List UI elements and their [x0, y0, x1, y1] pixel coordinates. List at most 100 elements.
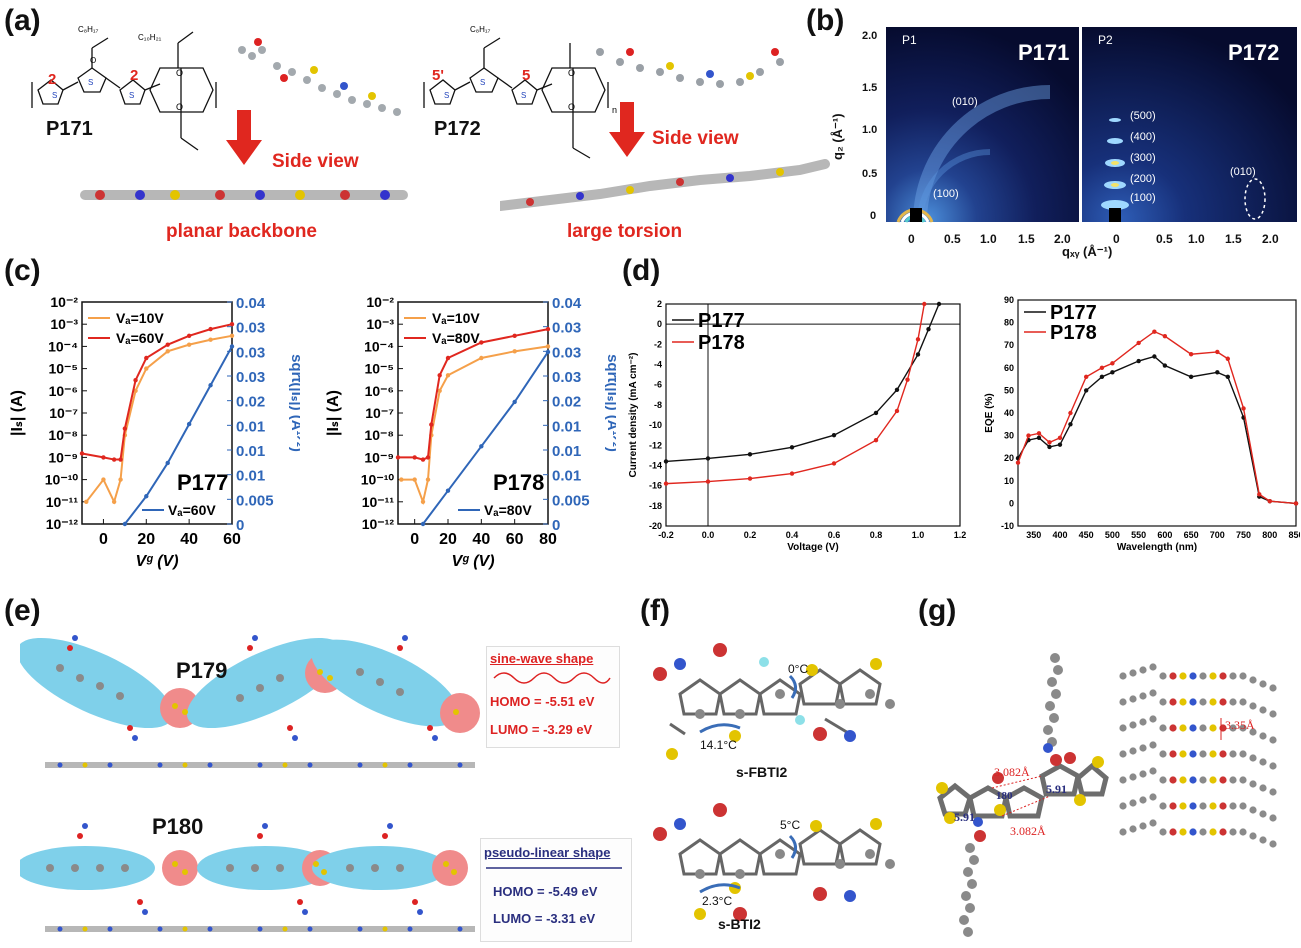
atom: [1189, 776, 1197, 784]
x-axis-label: Wavelength (nm): [1117, 542, 1197, 553]
data-point: [420, 457, 426, 462]
data-point: [101, 477, 106, 482]
atom: [1129, 695, 1137, 703]
y-axis-label: Current density (mA cm⁻²): [628, 353, 639, 478]
atom: [1179, 672, 1187, 680]
y2-tick-label: 0.03: [552, 344, 581, 361]
data-point: [1068, 422, 1073, 427]
data-point: [208, 337, 213, 342]
y-tick-label: 0: [657, 319, 662, 329]
atom: [1119, 750, 1127, 758]
atom: [1209, 828, 1217, 836]
data-point: [1225, 356, 1231, 361]
data-point: [229, 344, 235, 349]
panel-c: (c) 10⁻² 10⁻³ 10⁻⁴ 10⁻⁵ 10⁻⁶ 10⁻⁷ 10⁻⁸ 10⁻⁹ 10⁻¹…: [0, 248, 620, 588]
atom: [1209, 750, 1217, 758]
data-point: [1293, 501, 1299, 506]
distance-label: 3.082Å: [994, 765, 1030, 779]
data-point: [111, 499, 117, 504]
data-point: [915, 352, 921, 357]
atom: [1139, 718, 1147, 726]
atom: [1249, 806, 1257, 814]
sine-shape-label: sine-wave shape: [490, 651, 594, 666]
atom: [1229, 750, 1237, 758]
data-point: [545, 349, 551, 355]
svg-text:n: n: [612, 105, 617, 115]
panel-a: (a) 2 2 S S S O O O C₁₀H₂₁ C₈H₁₇ P171: [0, 0, 830, 250]
data-point: [399, 477, 404, 482]
svg-text:O: O: [176, 102, 183, 112]
atom: [1139, 770, 1147, 778]
data-point: [420, 499, 426, 504]
y2-axis-label: sqrt(|Iₛ|) (A¹ᐟ²): [604, 354, 616, 452]
pos-label: 2: [130, 67, 138, 84]
peak-label: (400): [1130, 131, 1156, 143]
data-point: [1110, 370, 1115, 375]
data-point: [479, 355, 484, 361]
data-point: [84, 499, 89, 504]
qxy-tick: 0.5: [1156, 232, 1173, 246]
data-point: [1015, 460, 1021, 465]
atom: [1239, 750, 1247, 758]
atom: [1129, 825, 1137, 833]
atom: [1219, 750, 1227, 758]
data-point: [705, 479, 711, 484]
p179-model: [20, 635, 480, 768]
data-point: [512, 333, 517, 339]
y-tick-label: 10⁻⁹: [364, 449, 394, 465]
y2-tick-label: 0.04: [552, 295, 582, 312]
y2-tick-label: 0.01: [552, 443, 581, 460]
svg-text:O: O: [176, 68, 183, 78]
data-point: [445, 355, 451, 361]
y-tick-label: 10⁻²: [366, 294, 394, 310]
y-tick-label: 10⁻⁴: [364, 338, 394, 354]
y-tick-label: 20: [1004, 453, 1014, 463]
title-p172: P172: [1228, 40, 1280, 65]
atom: [1159, 672, 1167, 680]
panel-label-d: (d): [622, 254, 661, 287]
y-tick-label: -10: [1001, 521, 1014, 531]
data-point: [144, 355, 149, 361]
device-label: P177: [177, 470, 228, 495]
data-point: [1036, 435, 1042, 441]
qxy-tick: 2.0: [1262, 232, 1279, 246]
device-label: P178: [493, 470, 544, 495]
data-point: [512, 349, 517, 354]
atom: [1189, 750, 1197, 758]
y-tick-label: 2: [657, 299, 662, 309]
atom: [1229, 802, 1237, 810]
atom: [1229, 724, 1237, 732]
y2-tick-label: 0.01: [236, 443, 265, 460]
x-tick-label: 800: [1262, 530, 1277, 540]
atom: [1229, 698, 1237, 706]
tag-p1: P1: [902, 33, 917, 47]
pos-label: 2: [48, 71, 56, 88]
data-point: [747, 476, 753, 481]
qz-tick: 1.0: [862, 124, 878, 136]
atom: [1219, 698, 1227, 706]
angle-label: 2.3°C: [702, 894, 733, 908]
data-point: [118, 457, 123, 462]
atom: [1259, 836, 1267, 844]
angle-label: 5.91: [1046, 782, 1067, 796]
y-tick-label: -6: [654, 380, 662, 390]
atom: [1139, 744, 1147, 752]
stacking-model: [1119, 663, 1277, 848]
atom: [1149, 715, 1157, 723]
data-point: [79, 451, 85, 456]
p180-model: [20, 823, 475, 932]
qz-tick: 1.5: [862, 82, 878, 94]
pos-label: 5': [432, 67, 444, 84]
data-point: [118, 477, 123, 482]
y-tick-label: 10⁻⁴: [48, 338, 78, 354]
title-p171: P171: [1018, 40, 1070, 65]
x-tick-label: 0.6: [828, 530, 841, 540]
data-point: [922, 301, 927, 307]
legend-label: P178: [698, 332, 745, 354]
series-line: [1017, 330, 1297, 505]
atom: [1249, 676, 1257, 684]
x-tick-label: 850: [1288, 530, 1300, 540]
atom: [1259, 732, 1267, 740]
legend-label: Vₐ=60V: [116, 330, 164, 346]
atom: [1249, 832, 1257, 840]
